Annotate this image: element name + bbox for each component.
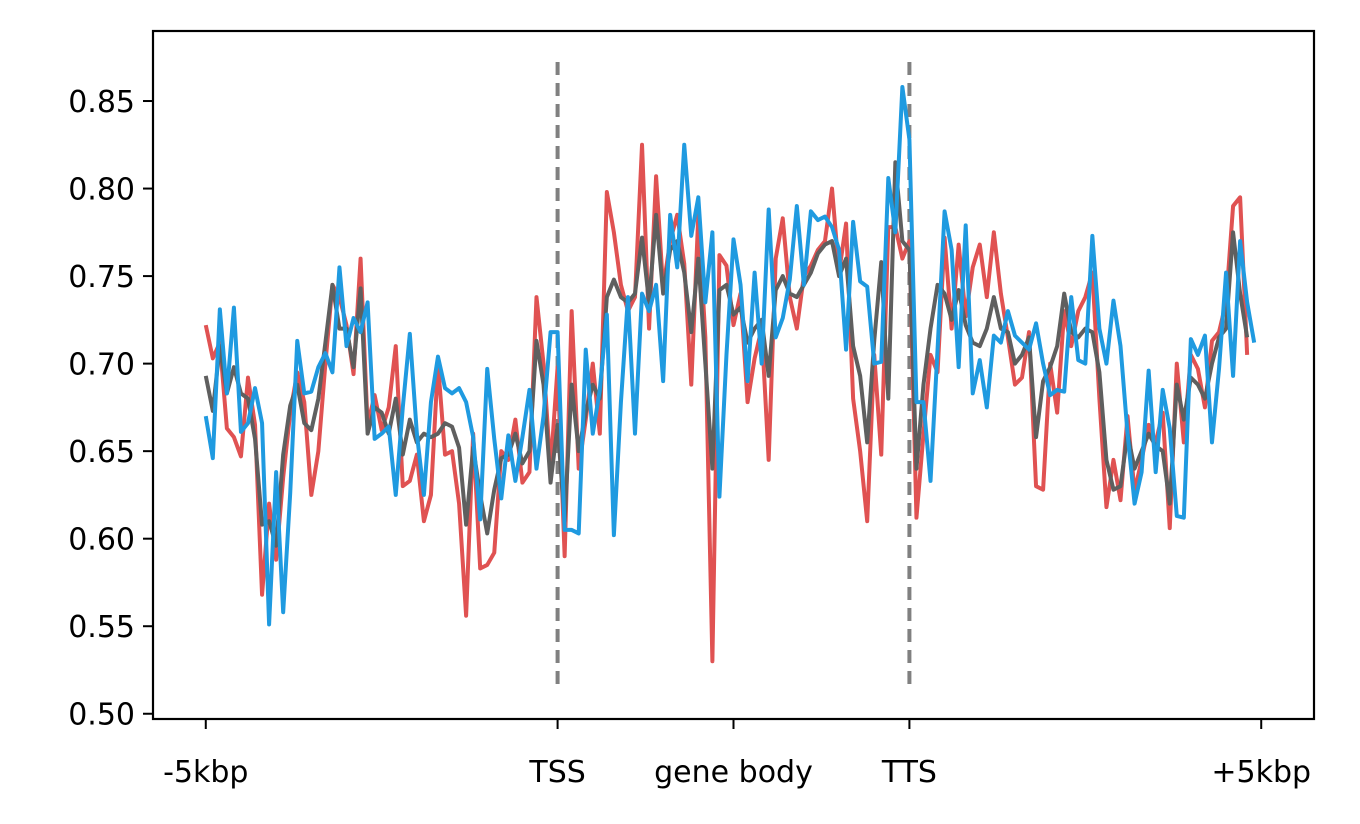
x-axis: -5kbp TSS gene body TTS +5kbp [163,719,1311,790]
y-tick-label: 0.50 [68,698,135,733]
y-tick-label: 0.80 [68,173,135,208]
x-tick-label: -5kbp [163,755,248,790]
x-tick-label: gene body [654,755,813,790]
y-tick-label: 0.70 [68,348,135,383]
x-tick-label: TSS [528,755,585,790]
y-axis: 0.50 0.55 0.60 0.65 0.70 0.75 0.80 0.85 [68,85,153,733]
plot-frame [151,29,1316,721]
y-tick-label: 0.60 [68,523,135,558]
y-tick-label: 0.55 [68,610,135,645]
y-tick-label: 0.75 [68,260,135,295]
x-tick-label: TTS [881,755,937,790]
series-line-0 [203,142,1250,664]
x-tick-label: +5kbp [1211,755,1311,790]
y-tick-label: 0.85 [68,85,135,120]
y-tick-label: 0.65 [68,435,135,470]
series-lines [203,85,1257,664]
series-line-2 [203,85,1257,627]
